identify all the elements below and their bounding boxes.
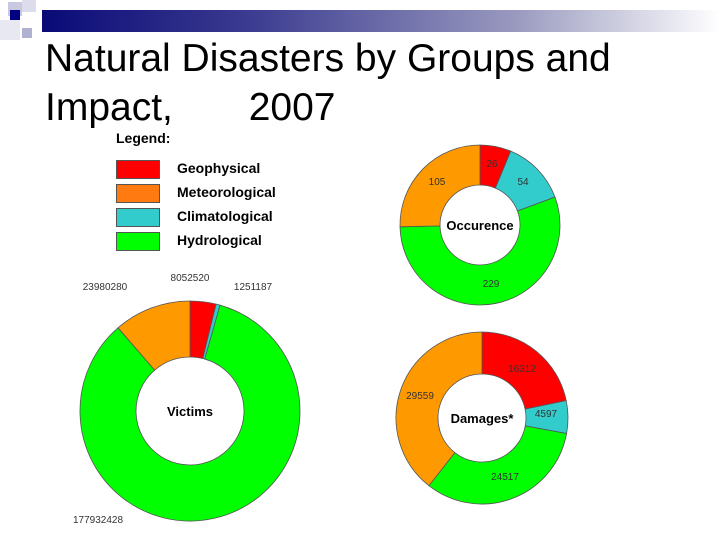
legend-label: Climatological — [177, 208, 273, 224]
value-label: 1251187 — [234, 282, 273, 293]
chart-center-title: Victims — [167, 404, 213, 419]
slide-title: Natural Disasters by Groups and Impact, 2… — [45, 34, 611, 132]
title-line-1: Natural Disasters by Groups and — [45, 37, 611, 80]
title-line-2: Impact, 2007 — [45, 86, 336, 129]
slice-hydrological — [399, 196, 561, 306]
value-label: 177932428 — [73, 515, 123, 526]
legend-label: Meteorological — [177, 184, 276, 200]
value-label: 16312 — [508, 364, 536, 375]
legend-swatch — [116, 232, 160, 251]
legend-label: Hydrological — [177, 232, 262, 248]
slice-meteorological — [395, 331, 483, 487]
legend-swatch — [116, 208, 160, 227]
slice-hydrological — [79, 304, 301, 522]
value-label: 29559 — [406, 391, 434, 402]
slice-meteorological — [399, 144, 481, 228]
legend-title: Legend: — [116, 130, 171, 146]
value-label: 23980280 — [83, 282, 128, 293]
value-label: 54 — [517, 177, 529, 188]
chart-center-title: Occurence — [446, 218, 513, 233]
chart-center-title: Damages* — [451, 411, 515, 426]
slice-meteorological — [117, 300, 191, 371]
value-label: 229 — [483, 279, 500, 290]
header-gradient-bar — [42, 10, 720, 32]
value-label: 26 — [486, 159, 498, 170]
decor-square — [22, 28, 32, 38]
value-label: 4597 — [535, 409, 558, 420]
decor-square — [0, 20, 20, 40]
legend-swatch — [116, 160, 160, 179]
legend-swatch — [116, 184, 160, 203]
value-label: 105 — [429, 177, 446, 188]
decor-square — [22, 0, 36, 12]
value-label: 8052520 — [171, 273, 210, 284]
legend-label: Geophysical — [177, 160, 261, 176]
slice-hydrological — [428, 425, 568, 505]
slice-geophysical — [481, 331, 567, 410]
value-label: 24517 — [491, 472, 519, 483]
decor-square — [10, 10, 20, 20]
